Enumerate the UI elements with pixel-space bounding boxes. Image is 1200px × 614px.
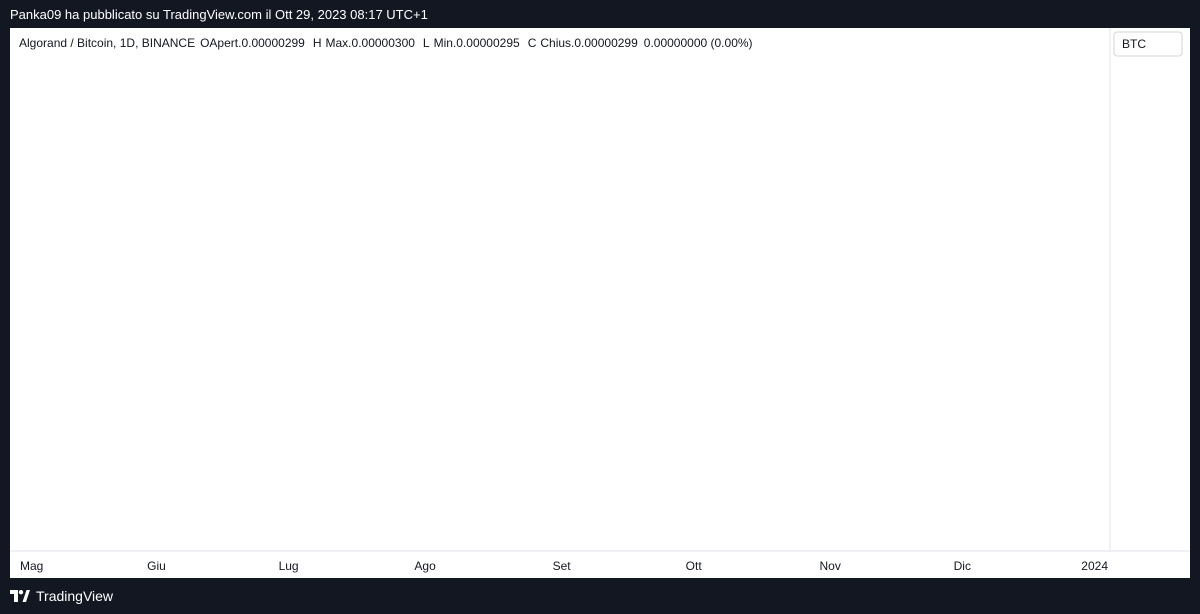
legend-close-key: C [528, 36, 537, 50]
publish-info: Panka09 ha pubblicato su TradingView.com… [10, 7, 428, 22]
legend-change: 0.00000000 (0.00%) [644, 36, 753, 50]
legend-symbol: Algorand / Bitcoin, 1D, BINANCE [19, 36, 195, 50]
currency-box[interactable] [1113, 31, 1183, 57]
x-tick-label: Nov [820, 559, 841, 573]
x-tick-label: Ago [414, 559, 436, 573]
legend-text: Algorand / Bitcoin, 1D, BINANCE OApert.0.… [19, 36, 753, 50]
legend-high-key: H [313, 36, 322, 50]
x-tick-label: Ott [686, 559, 703, 573]
x-tick-label: Dic [954, 559, 971, 573]
legend-low: Min.0.00000295 [434, 36, 520, 50]
legend-open-key: O [200, 36, 209, 50]
legend-open: Apert.0.00000299 [209, 36, 305, 50]
brand-name: TradingView [36, 588, 114, 604]
x-tick-label: 2024 [1081, 559, 1108, 573]
price-chart[interactable]: Mag Giu Lug Ago Set Ott Nov Dic 2024 Algorand / … [10, 28, 1190, 578]
header-bar: Panka09 ha pubblicato su TradingView.com… [0, 0, 1200, 28]
legend-high: Max.0.00000300 [326, 36, 416, 50]
x-tick-label: Set [553, 559, 572, 573]
tradingview-logo-icon [10, 590, 30, 602]
footer-bar: TradingView [0, 578, 1200, 614]
axes: Mag Giu Lug Ago Set Ott Nov Dic 2024 [10, 28, 1190, 573]
x-tick-label: Lug [279, 559, 299, 573]
x-tick-label: Giu [147, 559, 166, 573]
legend-close: Chius.0.00000299 [540, 36, 638, 50]
legend-low-key: L [423, 36, 430, 50]
x-tick-label: Mag [20, 559, 43, 573]
tradingview-brand[interactable]: TradingView [10, 588, 113, 604]
price-axis[interactable]: 0.000004200.000004000.000003800.00000360… [817, 28, 1186, 57]
currency-label: BTC [1122, 37, 1146, 51]
legend-backdrop [10, 32, 770, 54]
chart-panel[interactable]: Mag Giu Lug Ago Set Ott Nov Dic 2024 Algorand / … [10, 28, 1190, 578]
legend: Algorand / Bitcoin, 1D, BINANCE OApert.0.… [10, 32, 770, 54]
